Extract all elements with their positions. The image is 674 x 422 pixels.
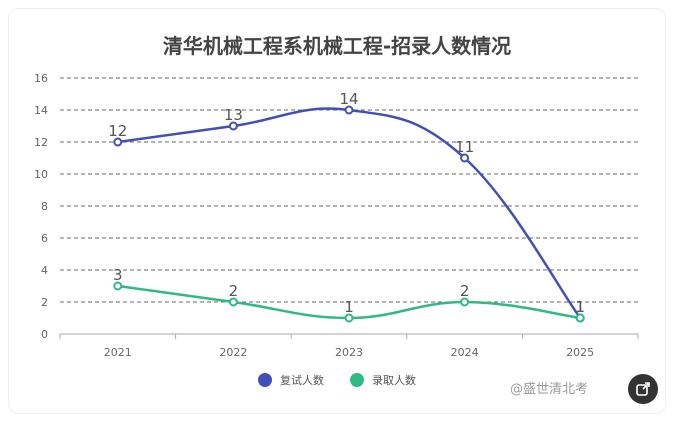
data-label-s1-3: 11 (455, 138, 474, 156)
y-tick-label-1: 2 (41, 296, 48, 309)
legend-label-series-1: 复试人数 (280, 374, 324, 387)
watermark: @盛世清北考 (510, 382, 589, 397)
x-tick-label-3: 2024 (451, 346, 479, 359)
data-label-s2-0: 3 (113, 266, 123, 284)
y-tick-label-3: 6 (41, 232, 48, 245)
data-label-s1-2: 14 (339, 90, 358, 108)
data-point-s2-4 (575, 313, 585, 323)
legend: 复试人数 录取人数 (0, 372, 674, 388)
series-line-1 (117, 107, 582, 319)
chart-card (8, 8, 666, 414)
y-tick-label-0: 0 (41, 328, 48, 341)
data-label-s1-4: 1 (575, 298, 585, 316)
data-label-s2-4: 1 (575, 298, 585, 316)
y-tick-label-2: 4 (41, 264, 48, 277)
data-point-s2-1 (228, 297, 238, 307)
y-tick-label-6: 12 (34, 136, 48, 149)
legend-label-series-2: 录取人数 (372, 374, 416, 387)
legend-item-series-2[interactable]: 录取人数 (350, 372, 416, 388)
data-point-s1-2 (344, 105, 354, 115)
x-tick-label-0: 2021 (104, 346, 132, 359)
data-point-s2-2 (344, 313, 354, 323)
legend-item-series-1[interactable]: 复试人数 (258, 372, 324, 388)
data-point-s2-3 (460, 297, 470, 307)
x-tick-label-4: 2025 (566, 346, 594, 359)
data-point-s1-3 (460, 153, 470, 163)
share-button[interactable] (628, 374, 658, 404)
data-label-s1-1: 13 (224, 106, 243, 124)
data-point-s2-0 (113, 281, 123, 291)
share-icon (636, 382, 650, 396)
y-tick-label-7: 14 (34, 104, 48, 117)
data-point-s1-1 (228, 121, 238, 131)
x-tick-label-2: 2023 (335, 346, 363, 359)
x-tick-label-1: 2022 (219, 346, 247, 359)
y-tick-label-4: 8 (41, 200, 48, 213)
data-label-s2-3: 2 (460, 282, 470, 300)
y-tick-label-8: 16 (34, 72, 48, 85)
data-point-s1-0 (113, 137, 123, 147)
data-label-s2-1: 2 (229, 282, 239, 300)
y-tick-label-5: 10 (34, 168, 48, 181)
data-label-s1-0: 12 (108, 122, 127, 140)
legend-marker-series-1 (258, 373, 272, 387)
legend-marker-series-2 (350, 373, 364, 387)
data-label-s2-2: 1 (344, 298, 354, 316)
chart-title: 清华机械工程系机械工程-招录人数情况 (162, 34, 512, 58)
